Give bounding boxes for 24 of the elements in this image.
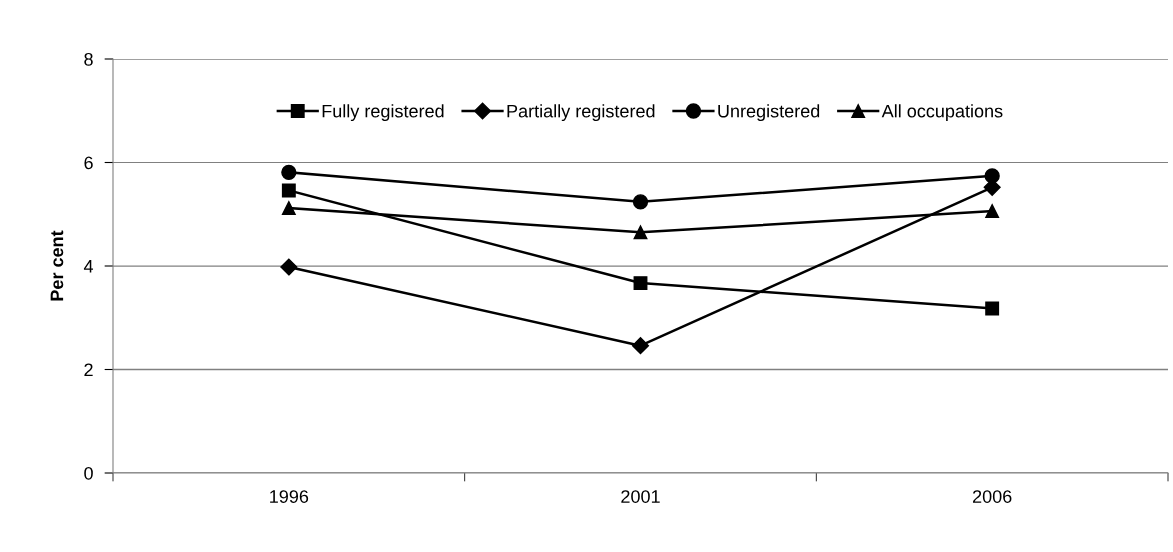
legend-label: Unregistered xyxy=(718,104,820,122)
point xyxy=(280,258,298,276)
point xyxy=(281,183,296,198)
legend-label: Fully registered xyxy=(322,104,444,122)
point xyxy=(633,225,648,240)
point xyxy=(985,301,1000,316)
point xyxy=(631,337,650,355)
x-tick-label: 2001 xyxy=(621,490,660,503)
point xyxy=(632,194,649,210)
y-tick-label: 0 xyxy=(84,466,93,480)
point xyxy=(985,204,1000,219)
point xyxy=(281,164,297,180)
y-tick-label: 2 xyxy=(84,363,93,377)
legend-label: All occupations xyxy=(881,104,1003,122)
y-tick-label: 6 xyxy=(84,156,93,170)
x-tick-label: 1996 xyxy=(270,490,309,503)
legend-label: Partially registered xyxy=(507,104,655,122)
y-tick-label: 4 xyxy=(83,260,94,273)
y-tick-label: 8 xyxy=(84,52,93,66)
x-tick-label: 2006 xyxy=(972,490,1012,503)
point xyxy=(281,201,296,215)
point xyxy=(633,276,648,291)
point xyxy=(984,168,1000,184)
y-axis-title: Per cent xyxy=(50,230,64,301)
